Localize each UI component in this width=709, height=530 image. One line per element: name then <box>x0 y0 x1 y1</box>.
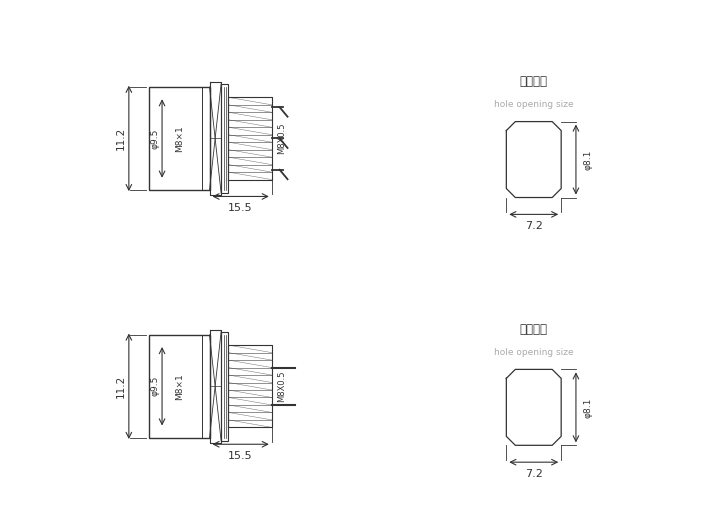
Bar <box>149 335 210 438</box>
Text: φ9.5: φ9.5 <box>151 376 160 396</box>
Text: 开孔尺寸: 开孔尺寸 <box>520 323 548 336</box>
Text: 15.5: 15.5 <box>228 204 253 213</box>
Text: φ9.5: φ9.5 <box>151 128 160 148</box>
Text: φ8.1: φ8.1 <box>584 149 592 170</box>
Bar <box>221 332 228 441</box>
Text: 7.2: 7.2 <box>525 220 542 231</box>
Text: hole opening size: hole opening size <box>494 348 574 357</box>
Text: 15.5: 15.5 <box>228 451 253 461</box>
Text: 11.2: 11.2 <box>116 127 125 150</box>
Text: M8X0.5: M8X0.5 <box>277 370 286 402</box>
Text: 开孔尺寸: 开孔尺寸 <box>520 75 548 89</box>
Bar <box>149 87 210 190</box>
Bar <box>221 84 228 193</box>
Text: M8×1: M8×1 <box>174 125 184 152</box>
Text: φ8.1: φ8.1 <box>584 397 592 418</box>
Text: M8×1: M8×1 <box>174 373 184 400</box>
Text: hole opening size: hole opening size <box>494 101 574 110</box>
Text: 7.2: 7.2 <box>525 469 542 479</box>
Text: 11.2: 11.2 <box>116 375 125 398</box>
Text: M8X0.5: M8X0.5 <box>277 123 286 154</box>
